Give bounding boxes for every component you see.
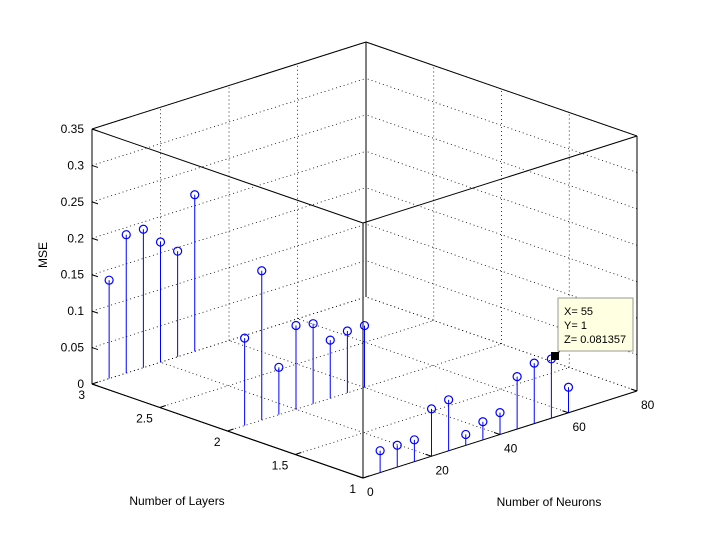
stem-marker[interactable]: [325, 335, 335, 345]
x-tick-label: 60: [573, 420, 587, 434]
z-tick-mark: [91, 164, 99, 168]
stem-marker[interactable]: [121, 230, 131, 240]
grid-line-floor-x: [297, 318, 569, 414]
grid-line-side-z: [365, 78, 638, 173]
x-tick-label: 0: [367, 485, 374, 499]
y-tick-label: 1: [349, 482, 356, 496]
y-axis-label: Number of Layers: [129, 494, 224, 508]
y-tick-mark: [159, 405, 166, 408]
box-edge: [91, 41, 367, 130]
box-edge: [365, 41, 638, 137]
z-tick-mark: [91, 128, 99, 132]
y-tick-label: 3: [78, 388, 85, 402]
y-tick-label: 2: [214, 435, 221, 449]
stem-marker[interactable]: [375, 446, 385, 456]
z-tick-label: 0.3: [67, 158, 84, 172]
z-tick-mark: [91, 310, 99, 314]
stem-marker[interactable]: [308, 319, 318, 329]
datatip-x: X= 55: [564, 306, 593, 318]
grid-line-floor-y: [295, 367, 570, 455]
stem-marker[interactable]: [444, 395, 454, 405]
grid-line-back-z: [91, 187, 367, 276]
stem-marker[interactable]: [155, 237, 166, 247]
x-axis-label: Number of Neurons: [497, 495, 602, 509]
y-tick-mark: [227, 428, 234, 432]
stem-marker[interactable]: [461, 429, 471, 440]
z-tick-mark: [91, 201, 99, 205]
x-tick-label: 40: [504, 442, 518, 456]
stem-marker[interactable]: [409, 435, 419, 445]
stem-marker[interactable]: [257, 266, 267, 276]
z-tick-label: 0.1: [67, 304, 84, 318]
z-axis-label: MSE: [36, 242, 50, 268]
y-tick-label: 2.5: [136, 412, 153, 426]
stem-marker[interactable]: [512, 372, 522, 382]
z-tick-label: 0.15: [61, 268, 85, 282]
stem-marker[interactable]: [392, 440, 402, 450]
x-tick-mark: [630, 388, 638, 392]
stem-marker[interactable]: [104, 275, 114, 285]
stem-marker[interactable]: [274, 362, 284, 372]
z-tick-label: 0.2: [67, 231, 84, 245]
y-tick-mark: [91, 381, 99, 385]
z-tick-label: 0: [77, 377, 84, 391]
z-tick-mark: [91, 237, 99, 241]
z-tick-label: 0.25: [61, 195, 85, 209]
stem-marker[interactable]: [342, 326, 352, 336]
stem-marker[interactable]: [478, 417, 488, 427]
z-tick-label: 0.35: [61, 122, 85, 136]
x-tick-mark: [562, 410, 569, 414]
z-tick-mark: [91, 347, 99, 351]
box-edge: [91, 128, 364, 224]
stem-marker[interactable]: [563, 382, 574, 392]
x-tick-label: 80: [641, 398, 655, 412]
grid-line-side-z: [365, 114, 638, 210]
x-tick-mark: [493, 432, 501, 435]
y-tick-mark: [295, 452, 302, 455]
x-tick-mark: [425, 453, 432, 457]
x-tick-mark: [356, 475, 364, 479]
stem-marker[interactable]: [495, 408, 505, 418]
stem-marker[interactable]: [173, 246, 183, 256]
datatip-z: Z= 0.081357: [564, 334, 626, 346]
stem-marker[interactable]: [138, 224, 148, 234]
grid-line-floor-y: [159, 320, 434, 408]
z-tick-mark: [91, 383, 99, 387]
stem-marker[interactable]: [426, 404, 437, 414]
stem-marker[interactable]: [190, 190, 200, 200]
datatip-box: [557, 297, 634, 352]
x-tick-label: 20: [436, 463, 450, 477]
datatip[interactable]: X= 55 Y= 1 Z= 0.081357: [551, 297, 634, 360]
box-edge: [362, 135, 638, 224]
stem-marker[interactable]: [359, 320, 370, 331]
axes-box: [91, 41, 638, 479]
z-tick-mark: [91, 274, 99, 278]
stem-marker[interactable]: [291, 320, 301, 331]
datatip-y: Y= 1: [564, 320, 587, 332]
stem-marker[interactable]: [240, 333, 250, 343]
y-tick-mark: [362, 475, 370, 479]
tick-layer: 00.050.10.150.20.250.30.3511.522.5302040…: [61, 122, 655, 499]
z-tick-label: 0.05: [61, 341, 85, 355]
stem-layer: [104, 190, 574, 473]
datatip-marker: [551, 352, 559, 360]
y-tick-label: 1.5: [272, 459, 289, 473]
stem-marker[interactable]: [529, 358, 539, 368]
